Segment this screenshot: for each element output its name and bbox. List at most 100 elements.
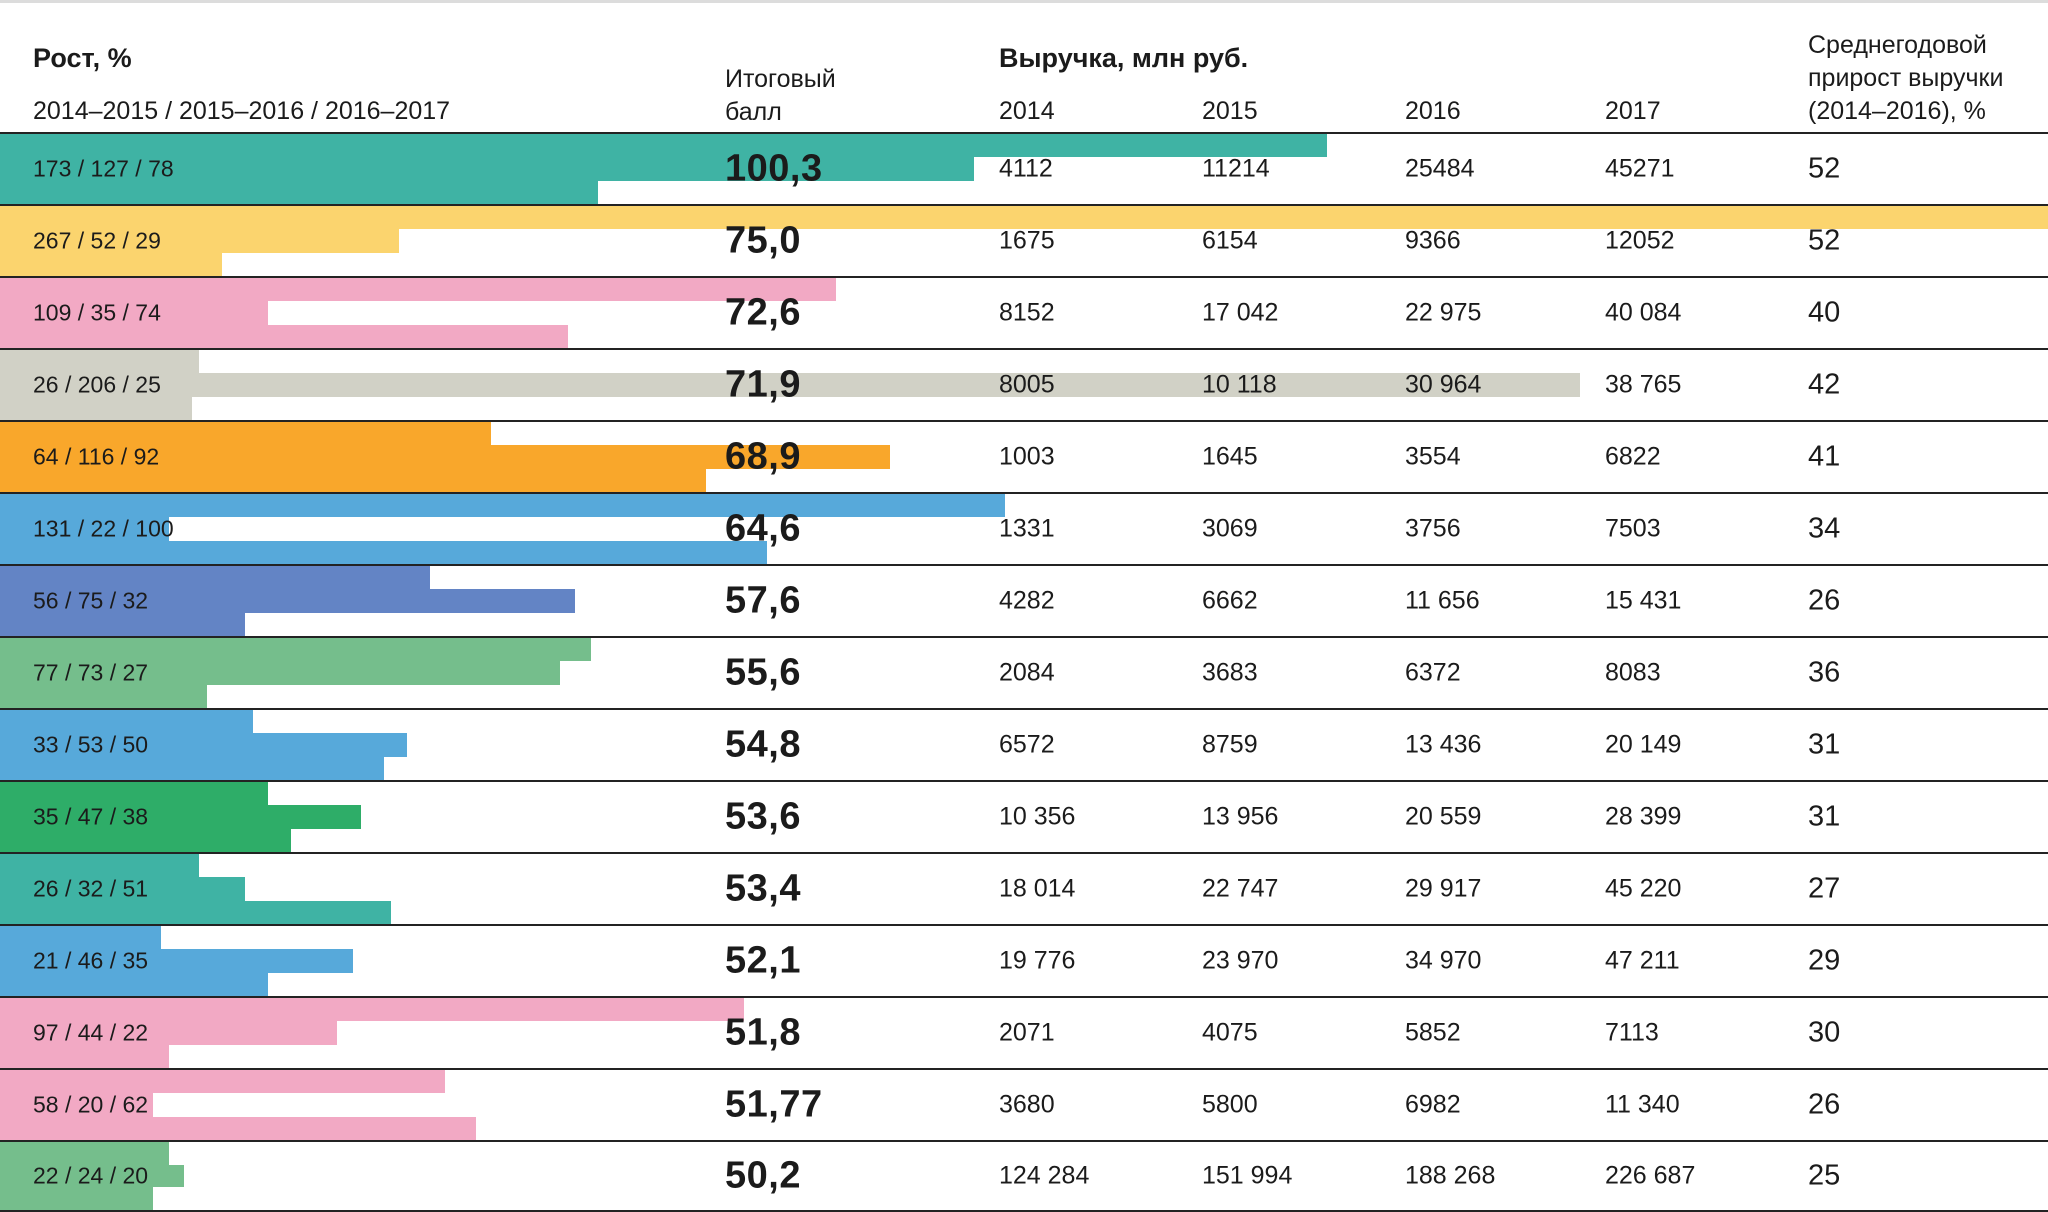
score-value: 75,0 xyxy=(725,219,801,262)
table-row: 58 / 20 / 62 51,77 3680 5800 6982 11 340… xyxy=(0,1068,2048,1140)
score-value: 68,9 xyxy=(725,435,801,478)
score-value: 53,4 xyxy=(725,867,801,910)
revenue-2016-value: 3554 xyxy=(1405,442,1461,471)
revenue-2016-value: 6372 xyxy=(1405,658,1461,687)
growth-bars xyxy=(0,494,2048,564)
growth-values-label: 33 / 53 / 50 xyxy=(33,731,149,758)
growth-bars xyxy=(0,926,2048,996)
score-value: 51,8 xyxy=(725,1011,801,1054)
revenue-2016-value: 6982 xyxy=(1405,1090,1461,1119)
revenue-2016-value: 9366 xyxy=(1405,226,1461,255)
growth-bars xyxy=(0,206,2048,276)
top-divider xyxy=(0,0,2048,3)
growth-values-label: 267 / 52 / 29 xyxy=(33,227,161,254)
revenue-2015-value: 8759 xyxy=(1202,730,1258,759)
growth-bar-2014-2015 xyxy=(0,638,591,662)
growth-column-subtitle: 2014–2015 / 2015–2016 / 2016–2017 xyxy=(33,97,451,125)
revenue-2014-value: 1331 xyxy=(999,514,1055,543)
growth-bar-2015-2016 xyxy=(0,661,560,685)
growth-values-label: 21 / 46 / 35 xyxy=(33,947,149,974)
growth-bar-2015-2016 xyxy=(0,1021,338,1045)
revenue-2016-value: 5852 xyxy=(1405,1018,1461,1047)
growth-bars xyxy=(0,1142,2048,1210)
revenue-column-title: Выручка, млн руб. xyxy=(999,43,1249,73)
growth-bars xyxy=(0,998,2048,1068)
table-row: 109 / 35 / 74 72,6 8152 17 042 22 975 40… xyxy=(0,276,2048,348)
year-column-2014: 2014 xyxy=(999,97,1055,125)
year-column-2016: 2016 xyxy=(1405,97,1461,125)
growth-bar-2015-2016 xyxy=(0,445,890,469)
growth-bar-2016-2017 xyxy=(0,684,208,708)
growth-bar-2016-2017 xyxy=(0,180,599,204)
revenue-2015-value: 3683 xyxy=(1202,658,1258,687)
year-column-2017: 2017 xyxy=(1605,97,1661,125)
table-header: Рост, % 2014–2015 / 2015–2016 / 2016–201… xyxy=(0,3,2048,132)
growth-bar-2015-2016 xyxy=(0,949,353,973)
revenue-2017-value: 15 431 xyxy=(1605,586,1682,615)
growth-bar-2016-2017 xyxy=(0,1116,476,1140)
revenue-2014-value: 19 776 xyxy=(999,946,1076,975)
growth-bar-2014-2015 xyxy=(0,422,491,446)
table-row: 267 / 52 / 29 75,0 1675 6154 9366 12052 … xyxy=(0,204,2048,276)
avg-growth-value: 26 xyxy=(1808,1088,1841,1121)
revenue-2014-value: 18 014 xyxy=(999,874,1076,903)
revenue-2015-value: 4075 xyxy=(1202,1018,1258,1047)
revenue-2017-value: 20 149 xyxy=(1605,730,1682,759)
growth-bar-2015-2016 xyxy=(0,373,1581,397)
revenue-2016-value: 22 975 xyxy=(1405,298,1482,327)
avg-growth-value: 34 xyxy=(1808,512,1841,545)
growth-bar-2014-2015 xyxy=(0,566,430,590)
growth-bar-2014-2015 xyxy=(0,278,837,302)
table-row: 22 / 24 / 20 50,2 124 284 151 994 188 26… xyxy=(0,1140,2048,1212)
growth-values-label: 109 / 35 / 74 xyxy=(33,299,161,326)
avg-growth-value: 36 xyxy=(1808,656,1841,689)
growth-bars xyxy=(0,710,2048,780)
revenue-2017-value: 40 084 xyxy=(1605,298,1682,327)
revenue-2017-value: 7503 xyxy=(1605,514,1661,543)
growth-bar-2015-2016 xyxy=(0,157,975,181)
avg-growth-value: 52 xyxy=(1808,224,1841,257)
revenue-2015-value: 17 042 xyxy=(1202,298,1279,327)
growth-bar-2014-2015 xyxy=(0,1142,169,1165)
revenue-2017-value: 11 340 xyxy=(1605,1090,1680,1119)
score-value: 53,6 xyxy=(725,795,801,838)
year-column-2015: 2015 xyxy=(1202,97,1258,125)
revenue-2017-value: 45 220 xyxy=(1605,874,1682,903)
growth-bar-2014-2015 xyxy=(0,494,1005,518)
growth-bar-2016-2017 xyxy=(0,900,392,924)
avg-growth-value: 26 xyxy=(1808,584,1841,617)
growth-values-label: 131 / 22 / 100 xyxy=(33,515,174,542)
revenue-2017-value: 8083 xyxy=(1605,658,1661,687)
revenue-2016-value: 34 970 xyxy=(1405,946,1482,975)
growth-values-label: 173 / 127 / 78 xyxy=(33,155,174,182)
growth-bar-2014-2015 xyxy=(0,926,162,950)
growth-values-label: 97 / 44 / 22 xyxy=(33,1019,149,1046)
revenue-2017-value: 38 765 xyxy=(1605,370,1682,399)
score-value: 51,77 xyxy=(725,1083,823,1126)
growth-bar-2014-2015 xyxy=(0,350,200,374)
revenue-2017-value: 7113 xyxy=(1605,1018,1659,1047)
revenue-2017-value: 47 211 xyxy=(1605,946,1680,975)
avg-growth-value: 52 xyxy=(1808,152,1841,185)
growth-bar-2015-2016 xyxy=(0,805,361,829)
avg-growth-value: 42 xyxy=(1808,368,1841,401)
avg-growth-value: 41 xyxy=(1808,440,1841,473)
growth-bar-2014-2015 xyxy=(0,782,269,806)
growth-bars xyxy=(0,854,2048,924)
growth-bar-2015-2016 xyxy=(0,229,399,253)
revenue-2014-value: 8152 xyxy=(999,298,1055,327)
growth-bar-2015-2016 xyxy=(0,301,269,325)
avg-growth-value: 27 xyxy=(1808,872,1841,905)
growth-bar-2015-2016 xyxy=(0,877,246,901)
growth-bar-2015-2016 xyxy=(0,733,407,757)
revenue-2017-value: 6822 xyxy=(1605,442,1661,471)
revenue-2016-value: 25484 xyxy=(1405,154,1475,183)
growth-bar-2015-2016 xyxy=(0,517,169,541)
revenue-2016-value: 20 559 xyxy=(1405,802,1482,831)
revenue-2015-value: 23 970 xyxy=(1202,946,1279,975)
revenue-2015-value: 22 747 xyxy=(1202,874,1279,903)
score-value: 71,9 xyxy=(725,363,801,406)
score-value: 100,3 xyxy=(725,147,823,190)
score-value: 57,6 xyxy=(725,579,801,622)
revenue-2015-value: 6154 xyxy=(1202,226,1258,255)
